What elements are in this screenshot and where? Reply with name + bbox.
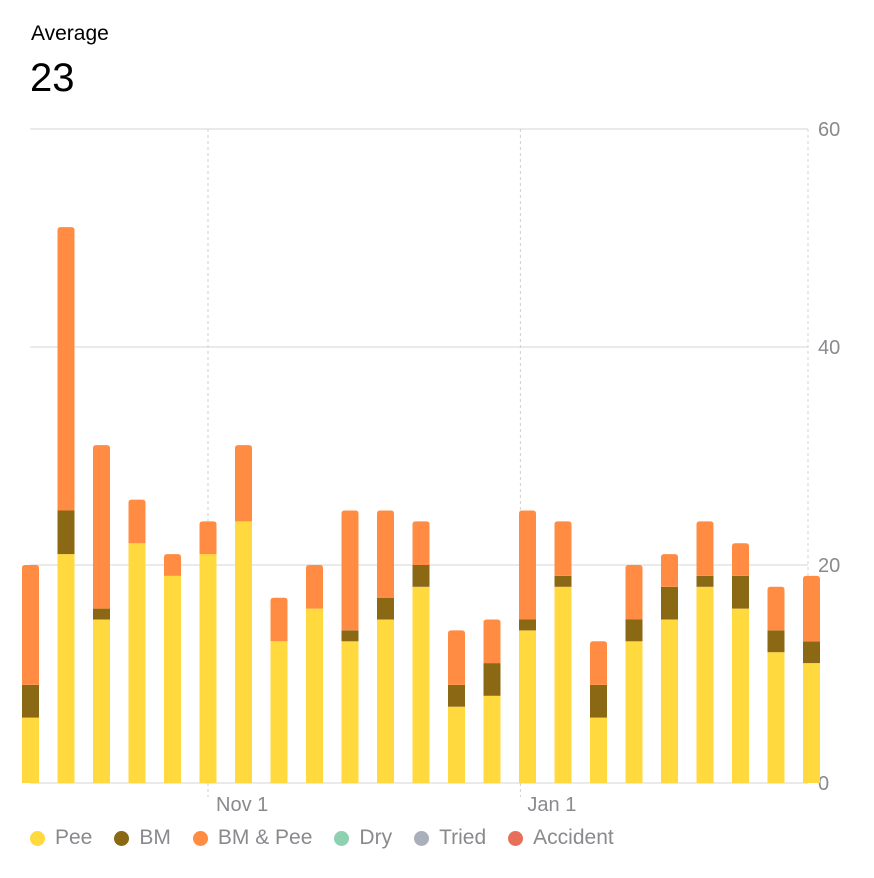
bar-segment-bm-pee: [306, 565, 323, 609]
bar-segment-pee: [22, 717, 39, 783]
bar-segment-bm-pee: [767, 586, 785, 631]
x-tick-label: Jan 1: [527, 794, 576, 816]
legend-item: Accident: [508, 826, 614, 850]
bar-segment-pee: [377, 619, 394, 783]
bar-segment-pee: [199, 554, 217, 783]
legend-label: Accident: [533, 826, 614, 849]
bar-segment-bm-pee: [554, 521, 572, 576]
y-tick-label: 40: [818, 337, 840, 359]
bar-segment-pee: [306, 608, 323, 783]
bar-segment-bm: [377, 597, 394, 620]
bar-segment-bm-pee: [448, 630, 465, 685]
legend-dot-icon: [508, 830, 524, 846]
x-tick-label: Nov 1: [216, 794, 268, 816]
bar-segment-pee: [341, 641, 359, 783]
bar-segment-pee: [590, 717, 607, 783]
bar-segment-pee: [93, 619, 110, 783]
legend-item: Dry: [334, 826, 392, 850]
bar-segment-bm: [554, 575, 572, 587]
legend-label: BM & Pee: [217, 826, 313, 849]
bar-segment-bm: [483, 663, 501, 696]
bar-segment-bm-pee: [22, 565, 39, 685]
bar-segment-bm-pee: [341, 510, 359, 631]
bar-segment-bm: [803, 641, 820, 664]
bar-segment-pee: [270, 641, 288, 783]
bar-segment-bm-pee: [377, 510, 394, 598]
bar-segment-bm-pee: [128, 499, 146, 544]
bar-segment-bm-pee: [93, 445, 110, 609]
y-tick-label: 60: [818, 119, 840, 141]
legend-item: Tried: [414, 826, 486, 850]
legend-item: BM: [114, 826, 171, 850]
bar-segment-bm: [412, 565, 430, 587]
bar-segment-bm-pee: [270, 597, 288, 642]
bar-segment-bm: [661, 586, 678, 620]
bar-segment-bm: [519, 619, 536, 631]
legend-label: Pee: [55, 826, 93, 849]
bar-segment-bm-pee: [590, 641, 607, 685]
bar-segment-pee: [483, 695, 501, 783]
bar-segment-pee: [519, 630, 536, 783]
legend-dot-icon: [30, 830, 45, 846]
bar-segment-pee: [732, 608, 749, 783]
legend-item: BM & Pee: [192, 826, 313, 850]
bar-segment-pee: [803, 663, 820, 783]
legend-label: Dry: [359, 826, 393, 849]
bar-segment-bm: [57, 510, 75, 555]
bar-segment-pee: [412, 586, 430, 783]
bar-segment-bm: [22, 684, 39, 718]
legend-dot-icon: [414, 830, 430, 846]
bar-segment-bm: [732, 575, 749, 609]
bar-segment-bm-pee: [519, 510, 536, 620]
legend-dot-icon: [334, 830, 350, 846]
chart-legend: Pee BM BM & Pee Dry Tried Accident: [30, 826, 636, 850]
bar-segment-bm-pee: [57, 227, 75, 511]
bar-segment-pee: [767, 652, 785, 783]
bar-segment-pee: [554, 586, 572, 783]
legend-item: Pee: [30, 826, 92, 850]
bar-segment-bm: [93, 608, 110, 620]
legend-dot-icon: [192, 830, 208, 846]
bar-segment-pee: [128, 543, 146, 783]
bar-segment-pee: [57, 554, 75, 783]
bar-segment-bm-pee: [164, 554, 181, 576]
y-tick-label: 20: [818, 555, 840, 577]
bar-segment-pee: [696, 586, 714, 783]
bar-segment-bm: [696, 575, 714, 587]
average-label: Average: [31, 22, 109, 45]
stacked-bar-chart: 0 20 40 60 Nov 1 Jan 1: [22, 119, 840, 816]
bar-segment-bm-pee: [625, 565, 643, 620]
bar-segment-pee: [625, 641, 643, 783]
bar-segment-pee: [448, 706, 465, 783]
bar-segment-bm: [590, 684, 607, 718]
legend-label: BM: [139, 826, 171, 849]
bar-segment-bm-pee: [803, 575, 820, 642]
bar-segment-pee: [164, 575, 181, 783]
bar-segment-bm-pee: [235, 445, 252, 522]
bar-segment-pee: [661, 619, 678, 783]
bar-segment-bm-pee: [661, 554, 678, 587]
bar-segment-bm: [767, 630, 785, 653]
bar-segment-bm-pee: [696, 521, 714, 576]
bar-segment-bm: [625, 619, 643, 642]
bar-segment-bm-pee: [199, 521, 217, 555]
bar-segment-bm: [341, 630, 359, 642]
bar-segment-bm: [448, 684, 465, 707]
legend-dot-icon: [114, 830, 130, 846]
average-value: 23: [30, 56, 75, 100]
bar-segment-bm-pee: [412, 521, 430, 565]
bar-segment-bm-pee: [732, 543, 749, 576]
bar-segment-pee: [235, 521, 252, 783]
legend-label: Tried: [439, 826, 487, 849]
y-tick-label: 0: [818, 773, 829, 795]
bar-segment-bm-pee: [483, 619, 501, 664]
